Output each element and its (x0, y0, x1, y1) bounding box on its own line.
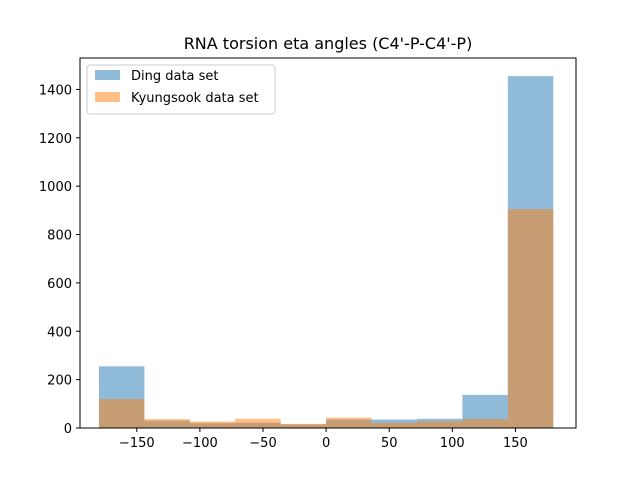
histogram-bar-series-1-bin-1 (144, 419, 190, 428)
axes-background (80, 58, 576, 428)
x-tick-label: −50 (249, 436, 276, 451)
histogram-bar-series-1-bin-3 (235, 418, 281, 428)
legend-box (86, 64, 276, 115)
y-tick-label: 1200 (39, 132, 72, 147)
histogram-bar-series-1-bin-9 (507, 209, 554, 428)
legend-swatch-ding (95, 70, 120, 80)
legend-label-kyungsook: Kyungsook data set (131, 91, 259, 106)
histogram-bar-series-1-bin-0 (98, 398, 145, 428)
bars-group (98, 76, 554, 428)
x-tick-label: 50 (381, 436, 398, 451)
chart-title: RNA torsion eta angles (C4'-P-C4'-P) (184, 34, 473, 53)
legend: Ding data set Kyungsook data set (86, 64, 276, 115)
legend-label-ding: Ding data set (131, 69, 219, 84)
y-tick-label: 1000 (39, 180, 72, 195)
x-tick-label: −150 (119, 436, 155, 451)
y-tick-label: 1400 (39, 83, 72, 98)
y-axis: 0 200 400 600 800 1000 1200 1400 (39, 83, 80, 437)
x-tick-label: 150 (503, 436, 528, 451)
y-tick-label: 800 (47, 229, 72, 244)
histogram-bar-series-1-bin-5 (326, 417, 372, 428)
histogram-bar-series-1-bin-8 (462, 419, 508, 428)
y-tick-label: 600 (47, 277, 72, 292)
x-tick-label: 0 (322, 436, 330, 451)
y-tick-label: 400 (47, 325, 72, 340)
axes-frame (79, 57, 577, 429)
x-axis: −150 −100 −50 0 50 100 150 (119, 428, 528, 451)
histogram-bar-series-1-bin-4 (280, 423, 327, 428)
y-tick-label: 0 (64, 422, 72, 437)
legend-swatch-kyungsook (95, 92, 120, 102)
x-tick-label: −100 (182, 436, 218, 451)
x-tick-label: 100 (440, 436, 465, 451)
histogram-bar-series-1-bin-7 (416, 421, 463, 428)
plot-area: −150 −100 −50 0 50 100 150 0 200 400 600 800 1000 12… (39, 57, 577, 451)
y-tick-label: 200 (47, 374, 72, 389)
histogram-bar-series-1-bin-6 (371, 422, 417, 428)
histogram-bar-series-1-bin-2 (189, 421, 236, 428)
